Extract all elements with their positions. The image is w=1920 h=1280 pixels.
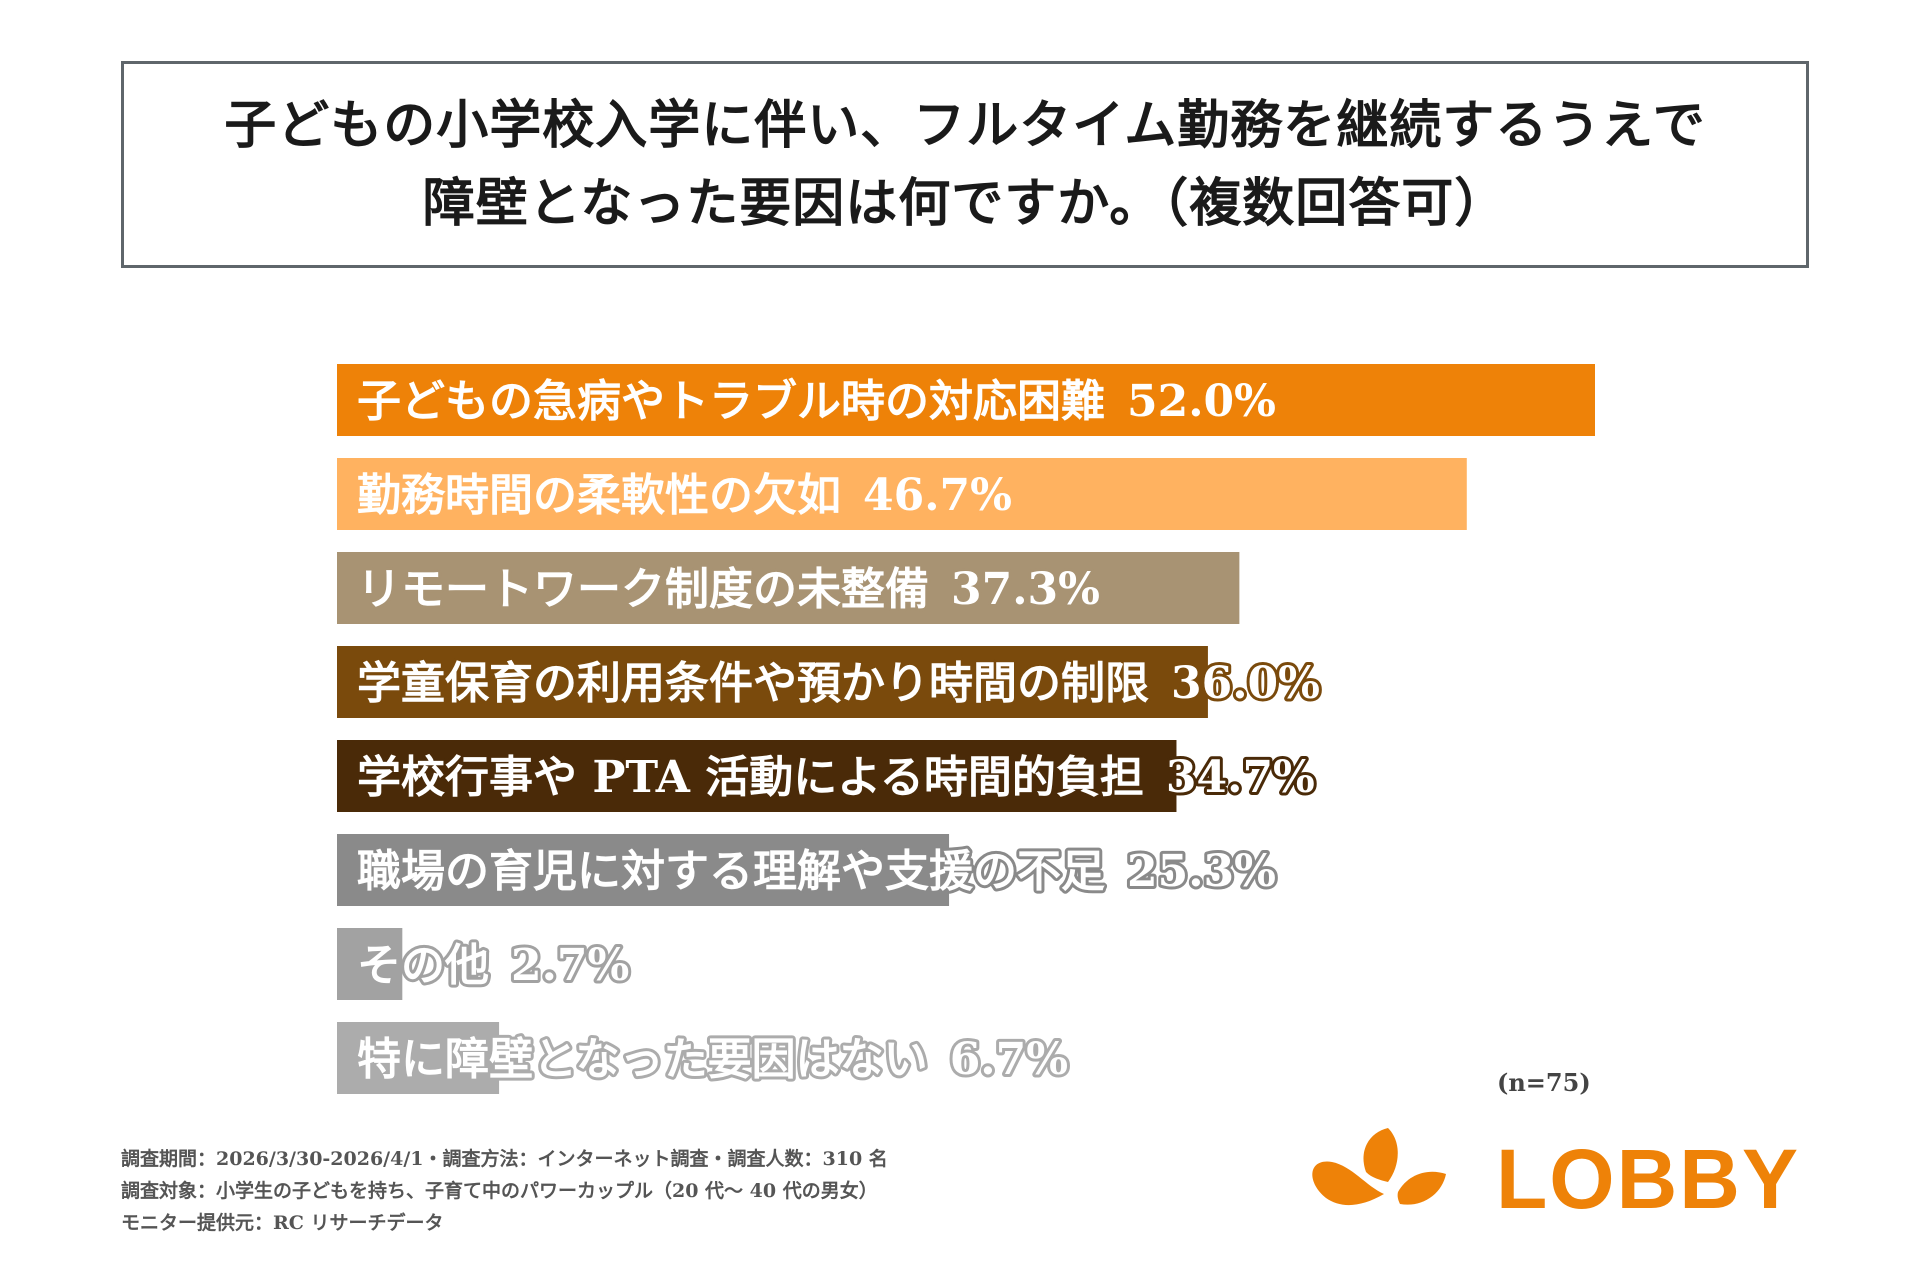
category-label: 子どもの急病やトラブル時の対応困難 — [357, 376, 1105, 427]
question-title-line-2: 障壁となった要因は何ですか。（複数回答可） — [422, 172, 1508, 234]
bar-4 — [337, 646, 1208, 718]
category-label: その他 — [357, 940, 489, 991]
bar-2 — [337, 458, 1467, 530]
footnote-source: モニター提供元：RC リサーチデータ — [121, 1212, 444, 1234]
value-label: 36.0% — [1171, 658, 1320, 709]
footnote-target: 調査対象：小学生の子どもを持ち、子育て中のパワーカップル（20 代～ 40 代の… — [121, 1180, 878, 1202]
bar-label-7: その他 2.7% — [357, 940, 629, 991]
bar-label-3: リモートワーク制度の未整備 37.3% — [357, 564, 1100, 615]
category-label: 学校行事や PTA 活動による時間的負担 — [357, 752, 1144, 803]
question-title-line-1: 子どもの小学校入学に伴い、フルタイム勤務を継続するうえで — [224, 94, 1706, 156]
value-label: 34.7% — [1166, 752, 1315, 803]
value-label: 52.0% — [1127, 376, 1276, 427]
bar-label-5: 学校行事や PTA 活動による時間的負担 34.7% — [357, 752, 1315, 803]
footnote-period: 調査期間：2026/3/30-2026/4/1・調査方法：インターネット調査・調… — [121, 1148, 888, 1170]
value-label: 37.3% — [951, 564, 1100, 615]
category-label: 特に障壁となった要因はない — [357, 1034, 928, 1085]
category-label: 勤務時間の柔軟性の欠如 — [357, 470, 841, 521]
value-label: 6.7% — [950, 1034, 1068, 1085]
bar-label-4: 学童保育の利用条件や預かり時間の制限 36.0% — [357, 658, 1320, 709]
bar-label-2: 勤務時間の柔軟性の欠如 46.7% — [357, 470, 1012, 521]
bar-label-6: 職場の育児に対する理解や支援の不足 25.3% — [357, 846, 1276, 897]
value-label: 2.7% — [511, 940, 629, 991]
logo-mark-icon — [1312, 1128, 1446, 1206]
bar-3 — [337, 552, 1240, 624]
logo-wordmark: LOBBY — [1496, 1132, 1800, 1226]
bar-7 — [337, 928, 403, 1000]
bar-5 — [337, 740, 1177, 812]
value-label: 25.3% — [1127, 846, 1276, 897]
sample-size-label: (n=75) — [1497, 1068, 1591, 1097]
bar-8 — [337, 1022, 500, 1094]
value-label: 46.7% — [863, 470, 1012, 521]
bar-label-1: 子どもの急病やトラブル時の対応困難 52.0% — [357, 376, 1276, 427]
bar-6 — [337, 834, 950, 906]
bar-label-8: 特に障壁となった要因はない 6.7% — [357, 1034, 1068, 1085]
bar-1 — [337, 364, 1595, 436]
survey-footnotes: 調査期間：2026/3/30-2026/4/1・調査方法：インターネット調査・調… — [121, 1143, 888, 1239]
category-label: 学童保育の利用条件や預かり時間の制限 — [357, 658, 1149, 709]
category-label: リモートワーク制度の未整備 — [357, 564, 929, 615]
question-title-box: 子どもの小学校入学に伴い、フルタイム勤務を継続するうえで 障壁となった要因は何で… — [121, 61, 1809, 268]
lobby-logo: LOBBY — [1312, 1128, 1800, 1226]
category-label: 職場の育児に対する理解や支援の不足 — [357, 846, 1105, 897]
